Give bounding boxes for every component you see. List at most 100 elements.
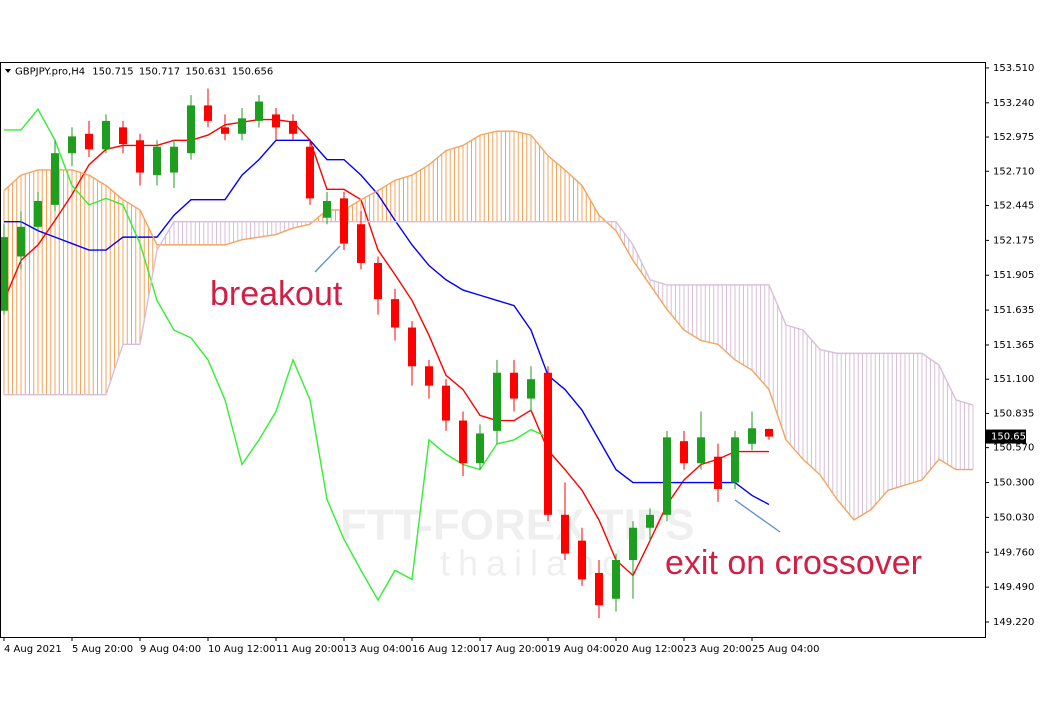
candle-body (680, 441, 688, 464)
candle-body (476, 433, 484, 464)
candle-body (340, 198, 348, 244)
axes: 153.510 153.240 152.975 152.710 152.445 152.1… (3, 63, 1034, 655)
candle-body (323, 200, 331, 218)
indicator-line (4, 108, 549, 602)
x-tick-label: 23 Aug 20:00 (684, 644, 751, 655)
x-tick-label: 4 Aug 2021 (4, 644, 62, 655)
candle-body (102, 120, 110, 150)
candle-body (748, 428, 756, 444)
x-tick-label: 17 Aug 20:00 (480, 644, 547, 655)
y-tick-label: 150.835 (993, 408, 1034, 419)
header-close: 150.656 (232, 67, 273, 78)
candle-body (510, 372, 518, 399)
x-tick-label: 25 Aug 04:00 (752, 644, 819, 655)
x-tick-label: 20 Aug 12:00 (616, 644, 683, 655)
candle-body (85, 133, 93, 150)
candle-body (714, 456, 722, 489)
y-tick-label: 151.100 (993, 374, 1034, 385)
y-tick-label: 151.635 (993, 305, 1034, 316)
x-tick-label: 19 Aug 04:00 (548, 644, 615, 655)
x-tick-label: 13 Aug 04:00 (344, 644, 411, 655)
y-tick-label: 150.570 (993, 443, 1034, 454)
candle-body (187, 105, 195, 154)
candle-body (170, 146, 178, 173)
candle-body (425, 366, 433, 386)
candle-body (527, 379, 535, 399)
candle-body (357, 224, 365, 263)
candle-body (493, 372, 501, 431)
y-tick-label: 149.220 (993, 617, 1034, 628)
candle-body (68, 136, 76, 154)
annotation: exit on crossover (665, 544, 922, 582)
candle-body (646, 514, 654, 528)
last-price-label: 150.656 (991, 432, 1032, 443)
candle-body (663, 437, 671, 515)
candle-body (0, 237, 8, 311)
y-tick-label: 152.175 (993, 235, 1034, 246)
y-tick-label: 152.710 (993, 166, 1034, 177)
x-tick-label: 16 Aug 12:00 (412, 644, 479, 655)
candle-body (612, 560, 620, 599)
candle-body (204, 105, 212, 121)
candle-body (697, 437, 705, 464)
candle-body (459, 420, 467, 464)
candle-body (544, 372, 552, 515)
watermark: FTT-FOREX TIPS thailand (340, 501, 694, 584)
annotation: breakout (210, 275, 343, 313)
indicator-lines (3, 108, 974, 602)
candle-body (731, 437, 739, 483)
candle-body (765, 428, 773, 437)
indicator-line (3, 118, 769, 577)
candle-body (391, 299, 399, 328)
menu-triangle (5, 69, 11, 73)
candles (0, 88, 773, 619)
plot-frame (0, 62, 986, 638)
y-tick-label: 153.510 (993, 63, 1034, 74)
candle-body (238, 118, 246, 134)
candle-body (153, 146, 161, 176)
candle-body (17, 226, 25, 257)
candle-body (119, 127, 127, 145)
y-tick-label: 153.240 (993, 98, 1034, 109)
y-tick-label: 151.365 (993, 340, 1034, 351)
candle-body (595, 572, 603, 606)
candle-body (221, 127, 229, 134)
y-tick-label: 151.905 (993, 270, 1034, 281)
candle-body (255, 101, 263, 121)
indicator-line (3, 130, 973, 521)
header-open: 150.715 (92, 67, 133, 78)
y-tick-label: 152.445 (993, 200, 1034, 211)
candle-body (408, 327, 416, 367)
last-price-box (986, 429, 1026, 444)
watermark-subtext: thailand (440, 543, 630, 584)
cloud (3, 131, 974, 520)
x-tick-label: 10 Aug 12:00 (208, 644, 275, 655)
y-tick-label: 150.300 (993, 478, 1034, 489)
annotation-pointer (314, 245, 341, 273)
candle-body (136, 140, 144, 173)
candle-body (578, 540, 586, 580)
y-tick-label: 152.975 (993, 132, 1034, 143)
chart-title: GBPJPY.pro,H4 (15, 67, 85, 78)
candle-body (51, 153, 59, 205)
indicator-line (4, 139, 770, 506)
indicator-line (4, 220, 974, 406)
candle-body (34, 200, 42, 227)
annotation-pointer (734, 499, 781, 533)
y-tick-label: 150.030 (993, 512, 1034, 523)
y-tick-label: 149.760 (993, 547, 1034, 558)
y-tick-label: 149.490 (993, 582, 1034, 593)
x-tick-label: 5 Aug 20:00 (72, 644, 133, 655)
x-tick-label: 11 Aug 20:00 (276, 644, 343, 655)
candle-body (374, 262, 382, 300)
candle-body (272, 114, 280, 128)
header-high: 150.717 (139, 67, 180, 78)
candle-body (629, 527, 637, 561)
candle-body (306, 146, 314, 199)
candle-body (561, 514, 569, 554)
candle-body (289, 120, 297, 134)
x-tick-label: 9 Aug 04:00 (140, 644, 201, 655)
chart-header: GBPJPY.pro,H4 150.715 150.717 150.631 15… (15, 67, 273, 78)
